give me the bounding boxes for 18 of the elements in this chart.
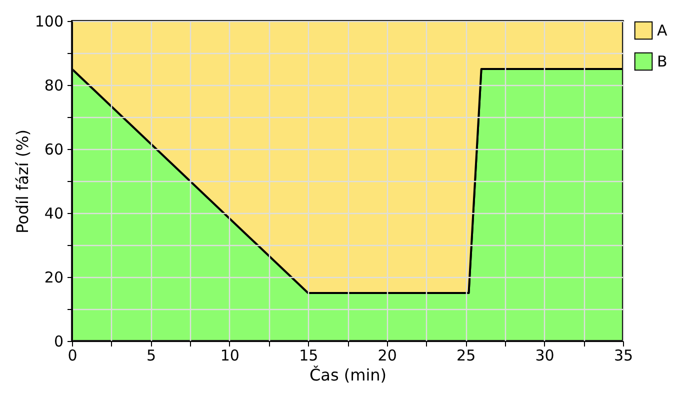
x-tick-label: 5 bbox=[146, 346, 156, 364]
x-tick-label: 20 bbox=[378, 346, 397, 364]
y-tick-label: 20 bbox=[44, 268, 64, 286]
x-tick-label: 35 bbox=[614, 346, 634, 364]
x-tick-label: 30 bbox=[535, 346, 554, 364]
y-tick-label: 0 bbox=[54, 332, 64, 350]
legend-label: A bbox=[657, 22, 668, 40]
y-tick-label: 100 bbox=[34, 12, 64, 30]
y-tick-label: 80 bbox=[44, 76, 64, 94]
x-tick-label: 0 bbox=[68, 346, 78, 364]
x-tick-label: 15 bbox=[299, 346, 318, 364]
y-tick-label: 40 bbox=[44, 204, 64, 222]
x-tick-label: 25 bbox=[456, 346, 476, 364]
x-tick-label: 10 bbox=[220, 346, 240, 364]
y-axis-title: Podíl fází (%) bbox=[12, 129, 32, 234]
y-tick-label: 60 bbox=[44, 140, 64, 158]
x-axis-title: Čas (min) bbox=[309, 366, 387, 384]
legend-label: B bbox=[657, 52, 668, 70]
